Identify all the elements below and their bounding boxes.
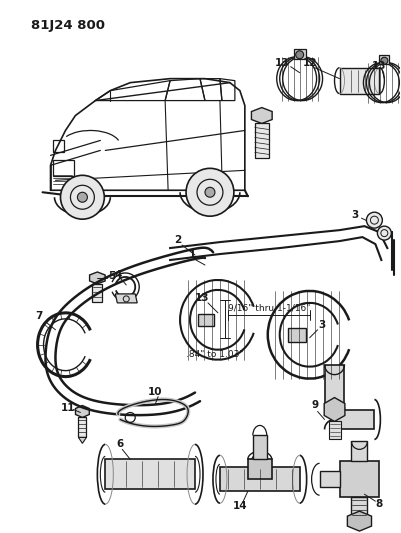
Text: 10: 10	[148, 386, 162, 397]
Bar	[324, 365, 344, 409]
Bar	[92, 284, 102, 302]
Circle shape	[77, 192, 87, 202]
Bar	[255, 124, 269, 158]
Circle shape	[367, 212, 383, 228]
Bar	[105, 459, 195, 489]
Bar	[351, 497, 367, 519]
Text: 9: 9	[311, 400, 318, 409]
Bar	[340, 68, 379, 94]
Text: 12: 12	[302, 58, 317, 68]
Polygon shape	[79, 438, 86, 443]
Bar	[248, 459, 272, 479]
Circle shape	[186, 168, 234, 216]
Bar	[379, 55, 389, 64]
Polygon shape	[251, 108, 272, 124]
Text: .84" to 1.03": .84" to 1.03"	[186, 350, 244, 359]
Circle shape	[205, 187, 215, 197]
Bar	[220, 467, 300, 491]
Text: 13: 13	[274, 58, 289, 68]
Bar	[198, 314, 214, 326]
Text: 14: 14	[233, 501, 247, 511]
Text: 4: 4	[115, 270, 122, 280]
Bar	[288, 328, 306, 342]
Bar	[53, 140, 65, 152]
Text: 6: 6	[117, 439, 124, 449]
Text: 2: 2	[174, 235, 182, 245]
Text: 13: 13	[195, 293, 209, 303]
Text: 9/16" thru 1-1/16": 9/16" thru 1-1/16"	[228, 303, 310, 312]
Bar	[53, 160, 75, 176]
Text: 5: 5	[109, 271, 116, 281]
Bar	[320, 471, 340, 487]
Bar	[294, 49, 306, 59]
Polygon shape	[115, 294, 137, 303]
Circle shape	[381, 57, 388, 64]
Text: 8: 8	[376, 499, 383, 509]
Bar	[340, 462, 379, 497]
Circle shape	[377, 226, 391, 240]
Polygon shape	[75, 406, 89, 417]
Circle shape	[296, 51, 304, 59]
Text: 1: 1	[188, 250, 196, 260]
Text: 3: 3	[318, 320, 325, 330]
Text: 81J24 800: 81J24 800	[30, 19, 105, 32]
Polygon shape	[324, 398, 345, 422]
Text: 3: 3	[351, 210, 358, 220]
Polygon shape	[347, 511, 372, 531]
Bar	[334, 409, 375, 430]
Bar	[253, 435, 267, 459]
Text: 13: 13	[372, 61, 387, 71]
Text: 7: 7	[35, 311, 42, 321]
Bar	[79, 417, 86, 438]
Bar	[351, 441, 367, 462]
Polygon shape	[89, 272, 105, 284]
Bar	[328, 422, 340, 439]
Circle shape	[61, 175, 104, 219]
Text: 11: 11	[61, 402, 76, 413]
